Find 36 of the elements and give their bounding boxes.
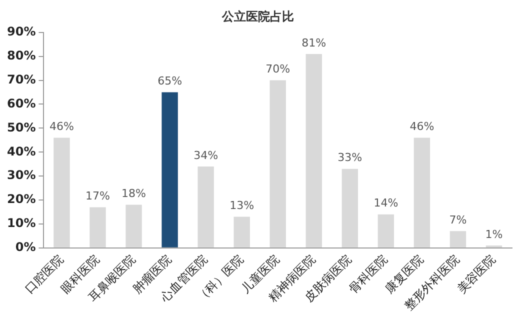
data-label: 1% [485,228,503,241]
bar [198,166,214,248]
y-tick-label: 90% [6,24,36,39]
y-tick-label: 30% [6,168,36,182]
y-tick-label: 80% [6,48,36,62]
y-tick-label: 20% [6,192,36,206]
y-tick-label: 40% [6,144,36,158]
data-label: 34% [194,148,218,162]
bar [342,168,358,248]
data-label: 18% [122,187,146,200]
bar [90,207,106,248]
data-label: 46% [50,120,74,134]
bar [126,204,142,248]
data-label: 46% [410,120,434,134]
bar [162,92,178,248]
y-tick-label: 60% [6,96,36,110]
bar [54,138,70,248]
chart-title: 公立医院占比 [221,9,294,24]
bar [414,138,430,248]
bar [234,216,250,248]
data-label: 81% [302,36,326,50]
bar [270,80,286,248]
data-label: 13% [230,199,254,212]
data-label: 65% [158,74,182,88]
data-label: 14% [374,196,398,210]
bar [306,54,322,248]
data-label: 17% [86,190,110,203]
y-tick-label: 50% [6,120,36,134]
y-tick-label: 70% [6,72,36,86]
bar [378,214,394,248]
data-label: 70% [266,62,290,76]
bar [450,231,466,248]
y-tick-label: 10% [6,216,36,230]
data-label: 33% [338,151,362,164]
y-tick-label: 0% [15,240,36,254]
data-label: 7% [449,214,467,227]
